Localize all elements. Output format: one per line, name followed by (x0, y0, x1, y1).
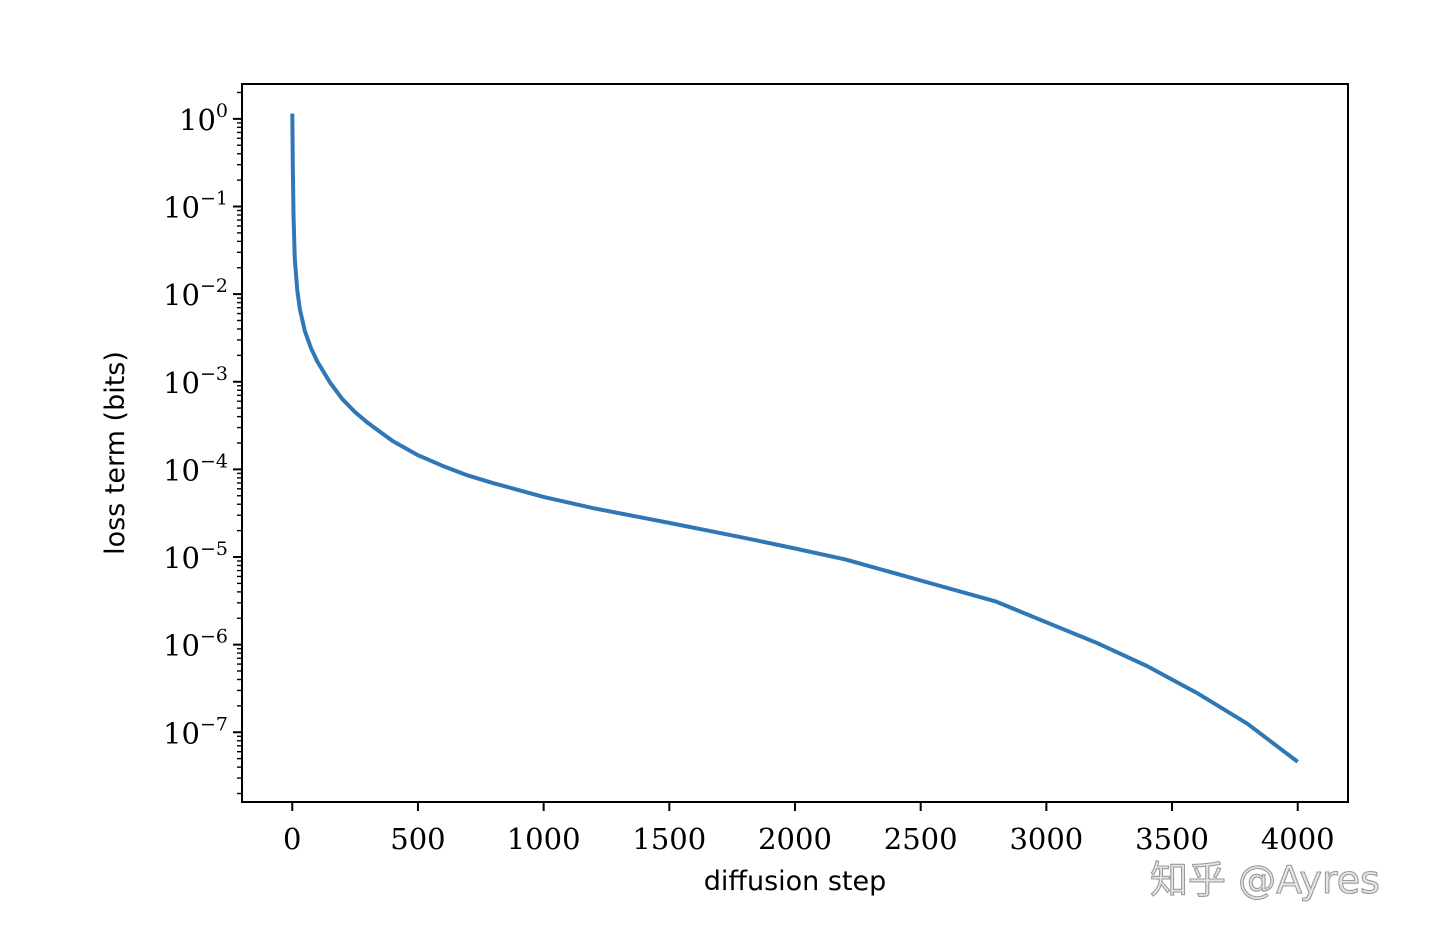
x-tick-label: 1500 (632, 822, 706, 856)
x-axis-ticks: 0 500 1000 1500 2000 2500 3000 3500 4000 (283, 802, 1335, 856)
series-layer (290, 113, 1299, 764)
y-tick-label: 10−5 (163, 538, 228, 575)
y-tick-label: 10−3 (163, 363, 228, 400)
x-tick-label: 2000 (758, 822, 832, 856)
plot-frame (241, 83, 1349, 803)
series-line-0 (290, 113, 1299, 764)
watermark-text: 知乎 @Ayres (1150, 858, 1380, 902)
x-tick-label: 3000 (1009, 822, 1083, 856)
plot-background (242, 84, 1348, 802)
x-tick-label: 0 (283, 822, 301, 856)
y-tick-label: 10−7 (163, 713, 228, 750)
y-tick-label: 10−6 (163, 626, 228, 663)
x-tick-label: 500 (390, 822, 445, 856)
x-tick-label: 3500 (1135, 822, 1209, 856)
y-axis-label: loss term (bits) (100, 351, 131, 555)
x-tick-label: 1000 (507, 822, 581, 856)
y-tick-label: 100 (179, 100, 228, 137)
y-tick-label: 10−2 (163, 275, 228, 312)
x-tick-label: 2500 (884, 822, 958, 856)
x-axis-label: diffusion step (704, 866, 887, 897)
y-axis-ticks: 100 10−1 10−2 10−3 10−4 10−5 10−6 10−7 (163, 100, 242, 750)
x-tick-label: 4000 (1261, 822, 1335, 856)
y-tick-label: 10−1 (163, 187, 228, 224)
y-tick-label: 10−4 (163, 450, 228, 487)
